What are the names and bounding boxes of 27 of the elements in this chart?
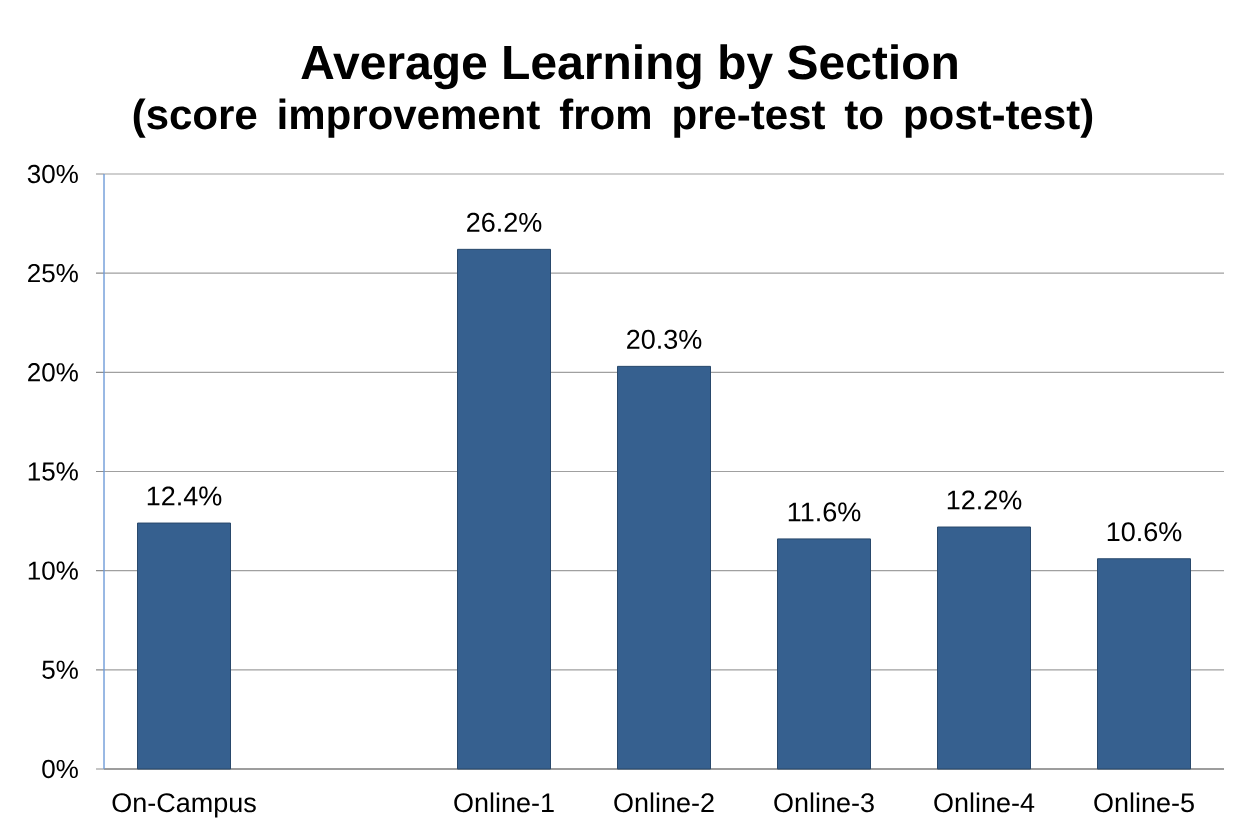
y-tick-label: 20% (28, 363, 78, 382)
x-tick-label: Online-2 (614, 792, 714, 813)
y-tick-label: 10% (28, 561, 78, 580)
data-label: 12.2% (947, 490, 1022, 510)
data-label: 11.6% (788, 502, 861, 522)
y-tick-label: 25% (28, 263, 78, 283)
chart-subtitle: (score improvement from pre-test to post-test) (133, 98, 1093, 138)
bar (937, 526, 1032, 770)
bar (457, 248, 552, 770)
y-tick-label: 5% (42, 660, 78, 679)
y-tick-label: 30% (27, 164, 78, 184)
x-tick-label: Online-3 (774, 792, 874, 813)
data-label: 12.4% (147, 486, 222, 506)
chart-title: Average Learning by Section (301, 44, 957, 90)
bar (1097, 558, 1192, 770)
bar (137, 522, 232, 770)
data-label: 26.2% (467, 212, 542, 232)
x-tick-label: Online-1 (454, 792, 554, 813)
bar (777, 538, 872, 770)
data-label: 20.3% (627, 329, 702, 349)
bar (617, 365, 712, 770)
data-label: 10.6% (1107, 522, 1182, 542)
x-tick-label: Online-5 (1094, 792, 1194, 813)
y-tick-label: 15% (28, 462, 78, 481)
x-tick-label: On-Campus (112, 793, 256, 818)
y-tick-label: 0% (42, 759, 78, 779)
x-tick-label: Online-4 (934, 792, 1035, 813)
